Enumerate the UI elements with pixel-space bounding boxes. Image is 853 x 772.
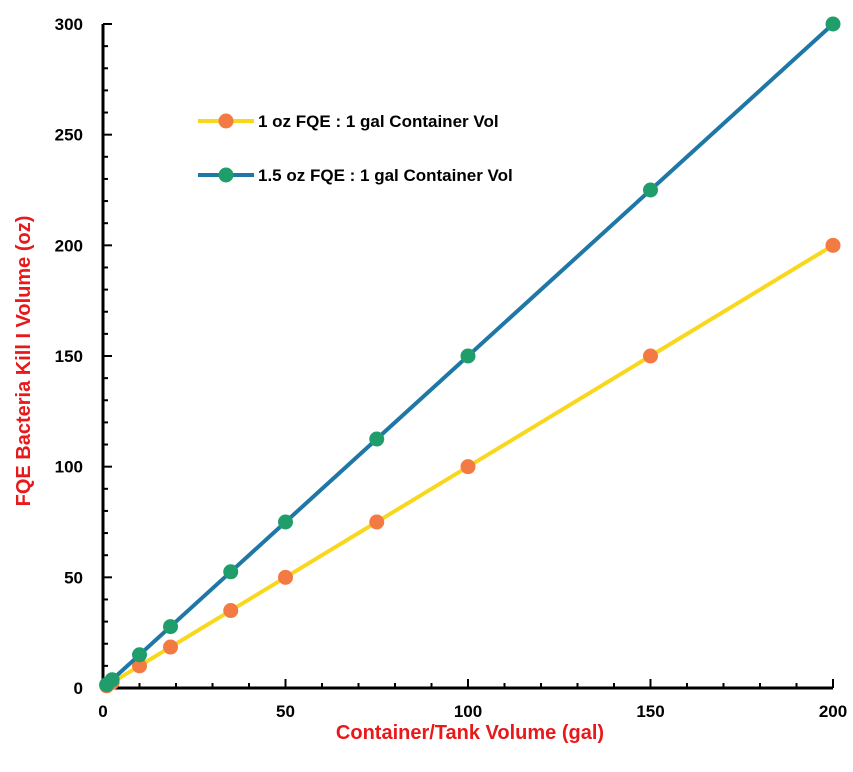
series-2-point <box>825 16 841 32</box>
series-2-point <box>278 514 293 530</box>
y-tick-label: 300 <box>55 15 83 34</box>
series-2-point <box>223 564 239 580</box>
series-2-point <box>460 348 476 364</box>
legend-marker-1 <box>218 113 234 129</box>
y-tick-label: 50 <box>64 568 83 587</box>
series-line-1 <box>105 243 835 688</box>
y-tick-label: 150 <box>55 347 83 366</box>
series-1-point <box>643 348 658 364</box>
x-tick-label: 200 <box>819 702 847 721</box>
series-1-point <box>460 459 476 475</box>
series-1-point <box>163 639 179 655</box>
series-2-point <box>163 619 179 635</box>
y-tick-label: 250 <box>55 126 83 145</box>
series-2-point <box>643 182 658 198</box>
series-2-point <box>132 647 147 663</box>
y-axis-title: FQE Bacteria Kill I Volume (oz) <box>13 216 35 507</box>
series-2-point <box>369 431 385 447</box>
series-2-point <box>104 672 120 688</box>
chart-series <box>99 16 841 694</box>
x-tick-label: 50 <box>276 702 295 721</box>
series-line-2 <box>105 22 835 687</box>
series-1-point <box>278 569 293 585</box>
legend-marker-2 <box>218 167 234 183</box>
x-tick-label: 0 <box>98 702 107 721</box>
series-1-point <box>223 603 239 619</box>
y-tick-label: 100 <box>55 458 83 477</box>
y-tick-label: 200 <box>55 236 83 255</box>
legend-label-1: 1 oz FQE : 1 gal Container Vol <box>258 112 499 131</box>
x-tick-label: 150 <box>636 702 664 721</box>
series-1-point <box>825 237 841 253</box>
series-1-point <box>369 514 385 530</box>
chart-legend: 1 oz FQE : 1 gal Container Vol 1.5 oz FQE… <box>198 112 513 185</box>
y-tick-label: 0 <box>74 679 83 698</box>
series-1-point <box>132 658 147 674</box>
x-tick-label: 100 <box>454 702 482 721</box>
legend-label-2: 1.5 oz FQE : 1 gal Container Vol <box>258 166 513 185</box>
chart-ticks: 0 50 100 150 200 250 300 0 50 100 150 200 <box>55 15 848 721</box>
x-axis-title: Container/Tank Volume (gal) <box>336 722 604 744</box>
